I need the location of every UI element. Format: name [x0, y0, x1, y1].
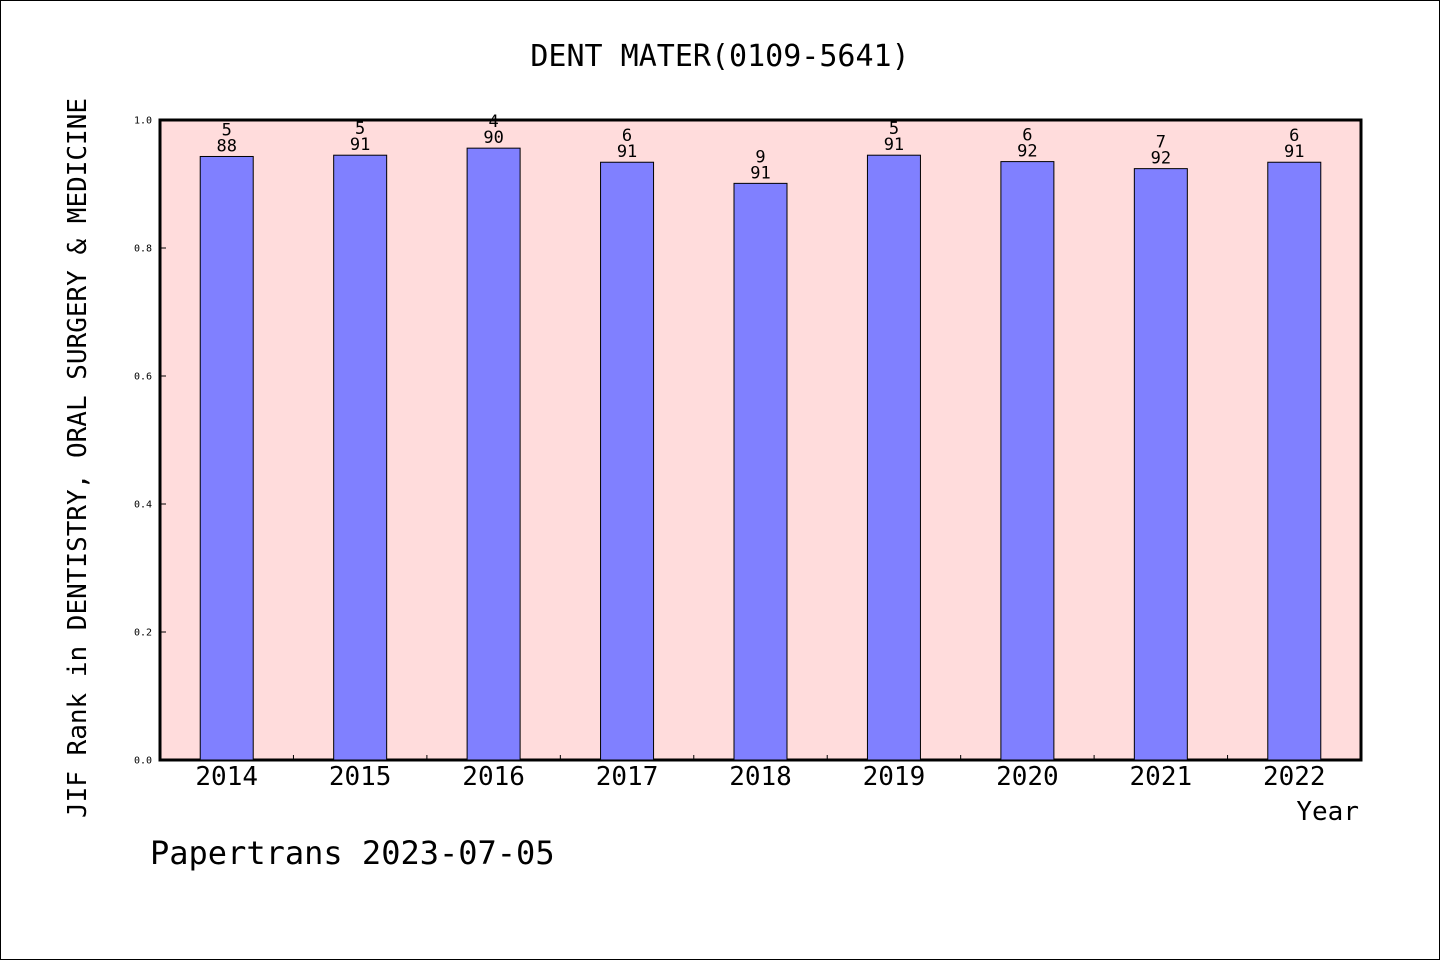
bar-rank-label-2015: 5 [355, 119, 365, 139]
y-tick-label: 0.4 [134, 500, 152, 511]
x-tick-label-2020: 2020 [996, 762, 1059, 792]
y-axis-label: JIF Rank in DENTISTRY, ORAL SURGERY & ME… [63, 98, 93, 818]
bar-total-label-2017: 91 [617, 142, 637, 162]
bar-total-label-2022: 91 [1284, 142, 1304, 162]
bar-2021 [1133, 168, 1188, 761]
bar-total-label-2021: 92 [1151, 149, 1171, 169]
y-tick-label: 0.2 [134, 628, 152, 639]
bar-total-label-2019: 91 [884, 135, 904, 155]
x-tick-label-2018: 2018 [729, 762, 792, 792]
bar-2020 [1000, 161, 1055, 761]
x-tick-label-2019: 2019 [863, 762, 926, 792]
bar-rank-label-2017: 6 [622, 126, 632, 146]
bar-total-label-2014: 88 [216, 136, 236, 156]
y-tick-label: 1.0 [134, 116, 152, 127]
y-axis-ticks: 0.0 0.2 0.4 0.6 0.8 1.0 [134, 116, 166, 767]
x-tick-label-2022: 2022 [1263, 762, 1326, 792]
bar-2019 [866, 154, 921, 761]
y-tick-label: 0.0 [134, 756, 152, 767]
chart-title: DENT MATER(0109-5641) [530, 39, 909, 74]
bar-2022 [1267, 161, 1322, 761]
bar-rank-label-2019: 5 [889, 119, 899, 139]
x-axis-ticks: 2014 2015 2016 2017 2018 2019 2020 2021 2022 [195, 755, 1326, 792]
bar-total-label-2020: 92 [1017, 142, 1037, 162]
bar-rank-label-2020: 6 [1022, 126, 1032, 146]
x-tick-label-2017: 2017 [596, 762, 659, 792]
y-tick-label: 0.8 [134, 244, 152, 255]
bar-2018 [733, 182, 788, 761]
bar-rank-label-2021: 7 [1156, 133, 1166, 153]
bar-2017 [600, 161, 655, 761]
y-tick-label: 0.6 [134, 372, 152, 383]
bar-2016 [466, 147, 521, 761]
x-tick-label-2014: 2014 [195, 762, 258, 792]
watermark-text: Papertrans 2023-07-05 [150, 834, 555, 872]
x-tick-label-2021: 2021 [1130, 762, 1193, 792]
bar-2014 [199, 155, 254, 761]
bar-rank-label-2016: 4 [488, 112, 498, 132]
bar-total-label-2015: 91 [350, 135, 370, 155]
bar-2015 [333, 154, 388, 761]
bar-rank-label-2018: 9 [755, 147, 765, 167]
bar-rank-label-2014: 5 [222, 120, 232, 140]
x-axis-label: Year [1296, 797, 1359, 827]
bar-rank-label-2022: 6 [1289, 126, 1299, 146]
bar-total-label-2016: 90 [483, 128, 503, 148]
x-tick-label-2015: 2015 [329, 762, 392, 792]
bar-total-label-2018: 91 [750, 163, 770, 183]
x-tick-label-2016: 2016 [462, 762, 525, 792]
